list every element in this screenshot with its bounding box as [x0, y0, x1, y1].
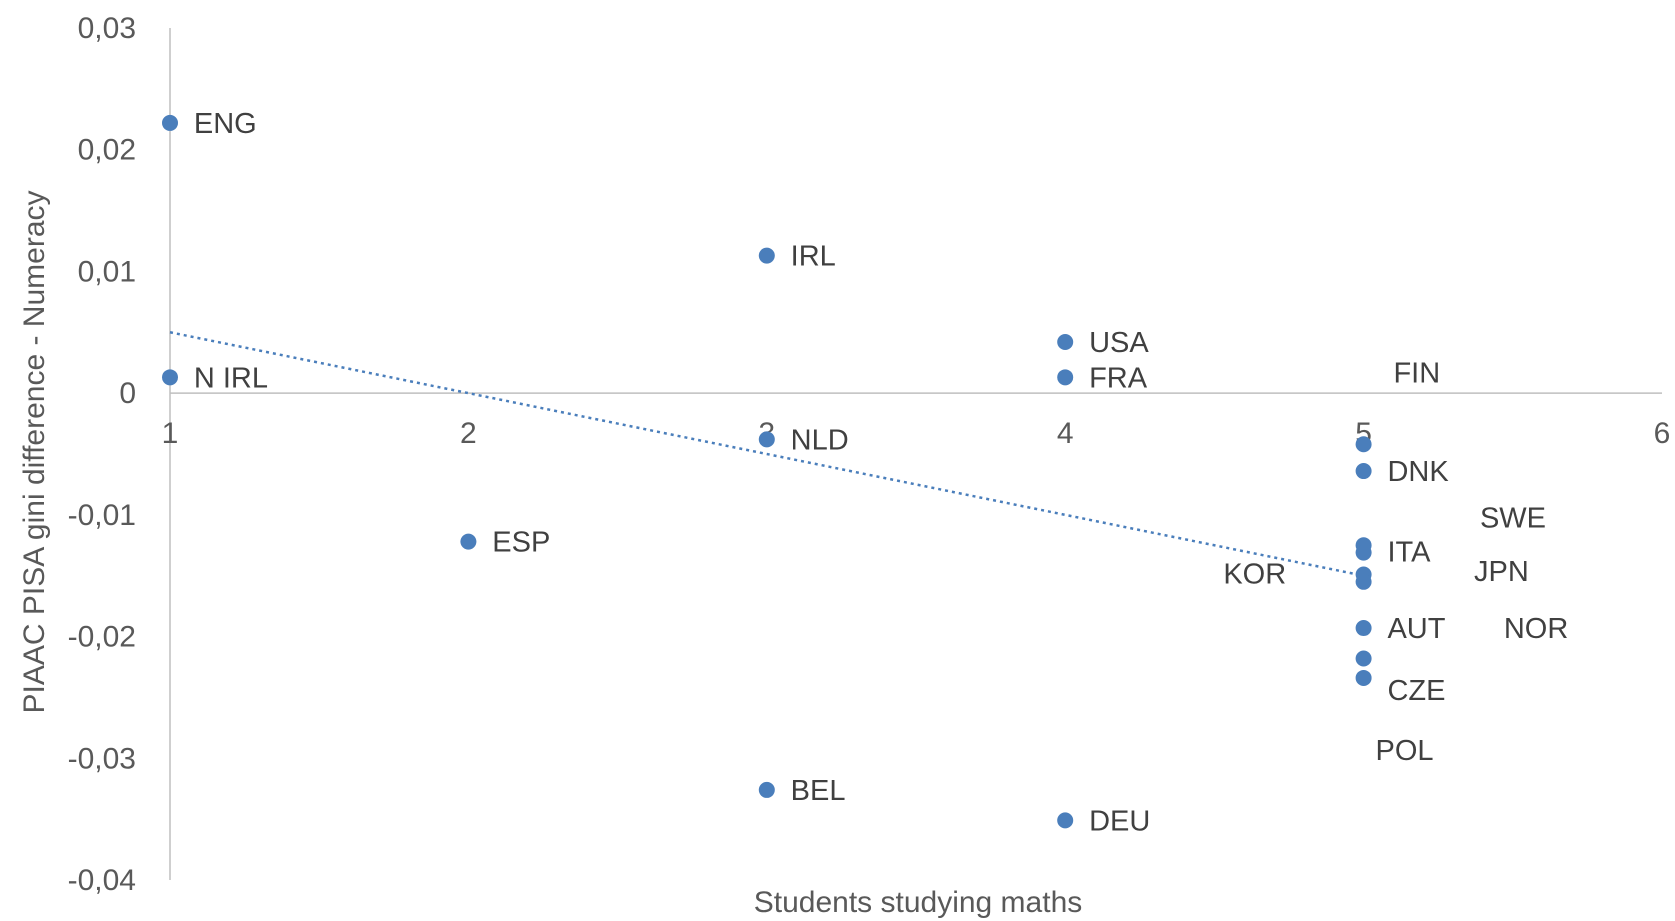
point-label: AUT: [1387, 613, 1445, 645]
point-label: FRA: [1089, 362, 1148, 394]
point-label: NOR: [1504, 613, 1568, 645]
data-points: [162, 114, 1372, 829]
point-label: NLD: [791, 424, 849, 456]
point-label: ENG: [194, 108, 257, 140]
x-tick-label: 2: [460, 417, 477, 450]
data-point: [1355, 544, 1372, 561]
x-tick-label: 6: [1654, 417, 1671, 450]
data-point: [1355, 463, 1372, 480]
data-point: [1057, 334, 1074, 351]
trendline: [169, 331, 1364, 577]
point-label: ITA: [1387, 536, 1431, 568]
y-tick-label: -0,04: [68, 864, 136, 897]
y-tick-label: 0: [119, 377, 136, 410]
point-label: BEL: [791, 775, 846, 807]
data-point: [1057, 812, 1074, 829]
x-axis: 123456: [162, 392, 1671, 450]
y-tick-label: -0,01: [68, 499, 136, 532]
data-point: [1355, 650, 1372, 667]
x-tick-label: 1: [162, 417, 179, 450]
data-point: [1057, 369, 1074, 386]
point-label: FIN: [1393, 357, 1440, 389]
data-point: [162, 114, 178, 131]
data-point: [460, 533, 477, 550]
x-tick-label: 4: [1057, 417, 1074, 450]
y-axis: 0,03 0,02 0,01 0 -0,01 -0,02 -0,03 -0,04: [68, 12, 171, 897]
data-point: [162, 369, 178, 386]
y-tick-label: 0,03: [78, 12, 136, 45]
data-point: [1355, 669, 1372, 686]
point-label: KOR: [1223, 558, 1286, 590]
data-point: [758, 431, 775, 448]
point-label: DEU: [1089, 805, 1150, 837]
y-tick-label: -0,03: [68, 742, 136, 775]
point-label: USA: [1089, 327, 1149, 359]
data-point: [1355, 436, 1372, 453]
point-label: DNK: [1387, 456, 1449, 488]
point-label: JPN: [1474, 556, 1529, 588]
point-label: POL: [1376, 735, 1434, 767]
trendline-line: [169, 331, 1364, 577]
data-point: [758, 247, 775, 264]
y-tick-label: 0,01: [78, 255, 136, 288]
y-tick-label: -0,02: [68, 621, 136, 654]
point-label: CZE: [1387, 675, 1445, 707]
point-label: IRL: [791, 241, 836, 273]
x-axis-title: Students studying maths: [754, 886, 1083, 919]
point-label: ESP: [492, 527, 550, 559]
data-point: [758, 781, 775, 798]
data-point: [1355, 620, 1372, 637]
point-label: SWE: [1480, 502, 1546, 534]
point-label: N IRL: [194, 362, 268, 394]
y-tick-label: 0,02: [78, 134, 136, 167]
data-point: [1355, 573, 1372, 590]
y-axis-title: PIAAC PISA gini difference - Numeracy: [18, 190, 51, 713]
